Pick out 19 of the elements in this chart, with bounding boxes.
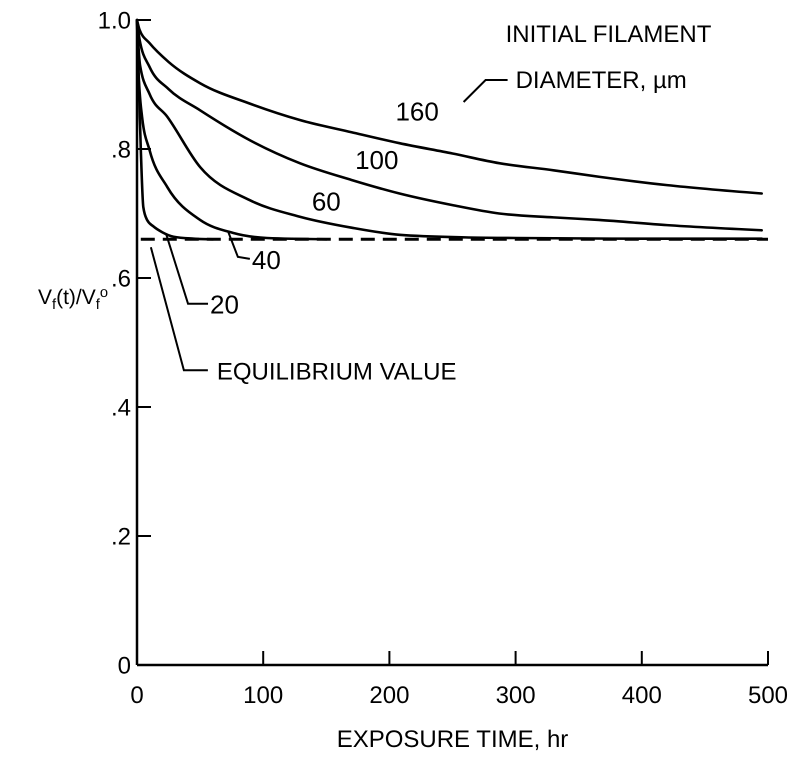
y-tick-label: .6 xyxy=(110,265,131,292)
series-label: 160 xyxy=(395,96,439,127)
series-label: 100 xyxy=(355,145,398,176)
y-tick-label: .4 xyxy=(110,394,131,422)
y-tick-label: 1.0 xyxy=(98,7,131,34)
x-tick-label: 200 xyxy=(369,682,410,709)
y-tick-label: .8 xyxy=(110,136,131,164)
ref-line-label: EQUILIBRIUM VALUE xyxy=(216,358,457,386)
series-label: 60 xyxy=(312,186,341,216)
x-tick-label: 500 xyxy=(748,682,788,709)
y-tick-label: 0 xyxy=(118,652,131,680)
x-tick-label: 400 xyxy=(622,682,662,709)
x-tick-label: 100 xyxy=(243,682,284,709)
legend-label: 40 xyxy=(252,244,281,275)
annotation: INITIAL FILAMENT DIAMETER, µm xyxy=(506,21,712,94)
x-tick-label: 300 xyxy=(496,682,536,709)
y-tick-label: .2 xyxy=(110,523,131,550)
x-axis-title: EXPOSURE TIME, hr xyxy=(336,726,568,753)
series-label: 20 xyxy=(210,290,239,320)
